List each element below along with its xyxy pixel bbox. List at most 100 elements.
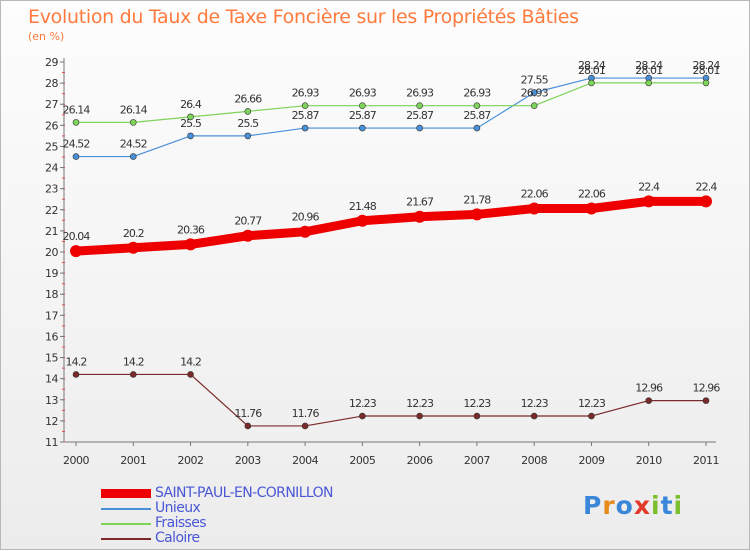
data-point-caloire — [301, 422, 309, 430]
data-label-fraisses: 26.66 — [234, 92, 262, 105]
logo-letter: r — [602, 491, 616, 520]
y-tick-label: 29 — [45, 56, 58, 69]
series-line-saint-paul-en-cornillon — [71, 196, 711, 256]
data-point-saint-paul-en-cornillon — [470, 208, 483, 221]
data-label-saint-paul-en-cornillon: 20.96 — [292, 211, 320, 224]
data-point-fraisses — [530, 102, 538, 109]
y-tick-label: 22 — [45, 204, 58, 217]
data-point-unieux — [530, 89, 538, 96]
data-label-saint-paul-en-cornillon: 20.77 — [234, 215, 262, 228]
data-label-fraisses: 26.93 — [292, 87, 320, 100]
data-point-fraisses — [473, 102, 481, 109]
x-tick-label: 2009 — [578, 454, 604, 467]
data-point-saint-paul-en-cornillon — [700, 195, 712, 208]
data-point-fraisses — [588, 79, 595, 87]
data-point-saint-paul-en-cornillon — [184, 238, 197, 251]
data-point-caloire — [244, 422, 252, 430]
data-label-caloire: 12.23 — [521, 397, 549, 410]
data-label-fraisses: 26.14 — [63, 103, 91, 116]
data-point-saint-paul-en-cornillon — [127, 241, 140, 254]
data-point-unieux — [473, 124, 481, 132]
data-label-caloire: 12.23 — [463, 397, 491, 410]
data-point-saint-paul-en-cornillon — [356, 214, 369, 227]
x-tick-label: 2011 — [693, 454, 719, 467]
x-tick-label: 2005 — [349, 454, 375, 467]
data-label-fraisses: 28.01 — [693, 64, 720, 77]
data-point-saint-paul-en-cornillon — [299, 225, 312, 238]
proxiti-logo: Proxiti — [583, 491, 683, 520]
x-tick-label: 2008 — [521, 454, 547, 467]
logo-letter: x — [633, 491, 651, 520]
data-label-unieux: 28.24 — [578, 59, 606, 72]
data-point-fraisses — [359, 102, 366, 109]
legend: SAINT-PAUL-EN-CORNILLON Unieux Fraisses Cal… — [101, 486, 401, 546]
y-tick-label: 17 — [45, 309, 58, 322]
data-label-fraisses: 26.93 — [463, 87, 491, 100]
data-point-caloire — [416, 412, 423, 420]
y-tick-label: 15 — [45, 352, 58, 365]
series-line-fraisses — [75, 82, 707, 123]
data-label-saint-paul-en-cornillon: 20.2 — [123, 227, 144, 240]
data-label-caloire: 14.2 — [66, 355, 87, 368]
data-label-caloire: 14.2 — [180, 355, 201, 368]
x-tick-label: 2010 — [636, 454, 662, 467]
data-label-saint-paul-en-cornillon: 21.67 — [406, 196, 434, 209]
x-tick-label: 2001 — [120, 454, 146, 467]
y-tick-label: 11 — [45, 436, 58, 449]
y-tick-label: 14 — [45, 373, 58, 386]
data-point-caloire — [359, 412, 366, 420]
data-label-saint-paul-en-cornillon: 22.06 — [578, 188, 606, 201]
y-tick-label: 26 — [45, 119, 58, 132]
chart-title: Evolution du Taux de Taxe Foncière sur l… — [28, 6, 579, 28]
data-label-saint-paul-en-cornillon: 20.04 — [63, 230, 91, 243]
data-point-caloire — [72, 371, 80, 378]
data-label-fraisses: 26.93 — [406, 87, 434, 100]
logo-letter: i — [673, 491, 684, 520]
legend-swatch-fraisses — [101, 522, 151, 525]
data-point-unieux — [72, 153, 80, 160]
x-tick-label: 2006 — [407, 454, 433, 467]
data-point-saint-paul-en-cornillon — [413, 210, 426, 223]
logo-letter: i — [651, 491, 661, 520]
data-label-saint-paul-en-cornillon: 21.78 — [463, 193, 491, 206]
legend-item-caloire: Caloire — [101, 531, 401, 546]
x-tick-label: 2002 — [178, 454, 204, 467]
data-point-fraisses — [645, 79, 653, 87]
data-label-unieux: 25.87 — [292, 109, 320, 122]
data-label-fraisses: 26.93 — [521, 87, 549, 100]
data-point-caloire — [702, 397, 710, 404]
legend-label-unieux: Unieux — [155, 500, 201, 516]
data-label-saint-paul-en-cornillon: 22.4 — [696, 180, 718, 193]
data-point-caloire — [588, 412, 595, 420]
data-point-caloire — [530, 412, 538, 420]
data-label-unieux: 28.24 — [635, 59, 663, 72]
data-point-saint-paul-en-cornillon — [528, 202, 541, 215]
data-point-saint-paul-en-cornillon — [642, 195, 655, 208]
x-tick-label: 2003 — [235, 454, 261, 467]
legend-label-caloire: Caloire — [155, 530, 200, 546]
data-point-unieux — [416, 124, 423, 132]
data-label-caloire: 12.23 — [578, 397, 606, 410]
y-tick-label: 20 — [45, 246, 58, 259]
x-tick-label: 2007 — [464, 454, 490, 467]
legend-label-saint-paul-en-cornillon: SAINT-PAUL-EN-CORNILLON — [155, 485, 334, 501]
data-point-unieux — [244, 132, 252, 140]
data-label-saint-paul-en-cornillon: 22.4 — [638, 180, 660, 193]
data-point-unieux — [301, 124, 309, 132]
logo-letter: P — [583, 491, 603, 520]
data-point-fraisses — [72, 119, 80, 126]
data-point-caloire — [129, 371, 137, 378]
y-tick-label: 23 — [45, 183, 58, 196]
data-label-unieux: 25.5 — [180, 117, 202, 130]
data-point-caloire — [645, 397, 653, 404]
logo-letter: t — [660, 491, 674, 520]
data-point-fraisses — [129, 119, 137, 126]
data-point-unieux — [359, 124, 366, 132]
data-point-saint-paul-en-cornillon — [241, 229, 254, 242]
y-tick-label: 18 — [45, 288, 58, 301]
data-label-caloire: 11.76 — [292, 407, 320, 420]
data-label-caloire: 12.96 — [635, 382, 663, 395]
data-label-saint-paul-en-cornillon: 22.06 — [521, 188, 549, 201]
data-point-unieux — [129, 153, 137, 160]
